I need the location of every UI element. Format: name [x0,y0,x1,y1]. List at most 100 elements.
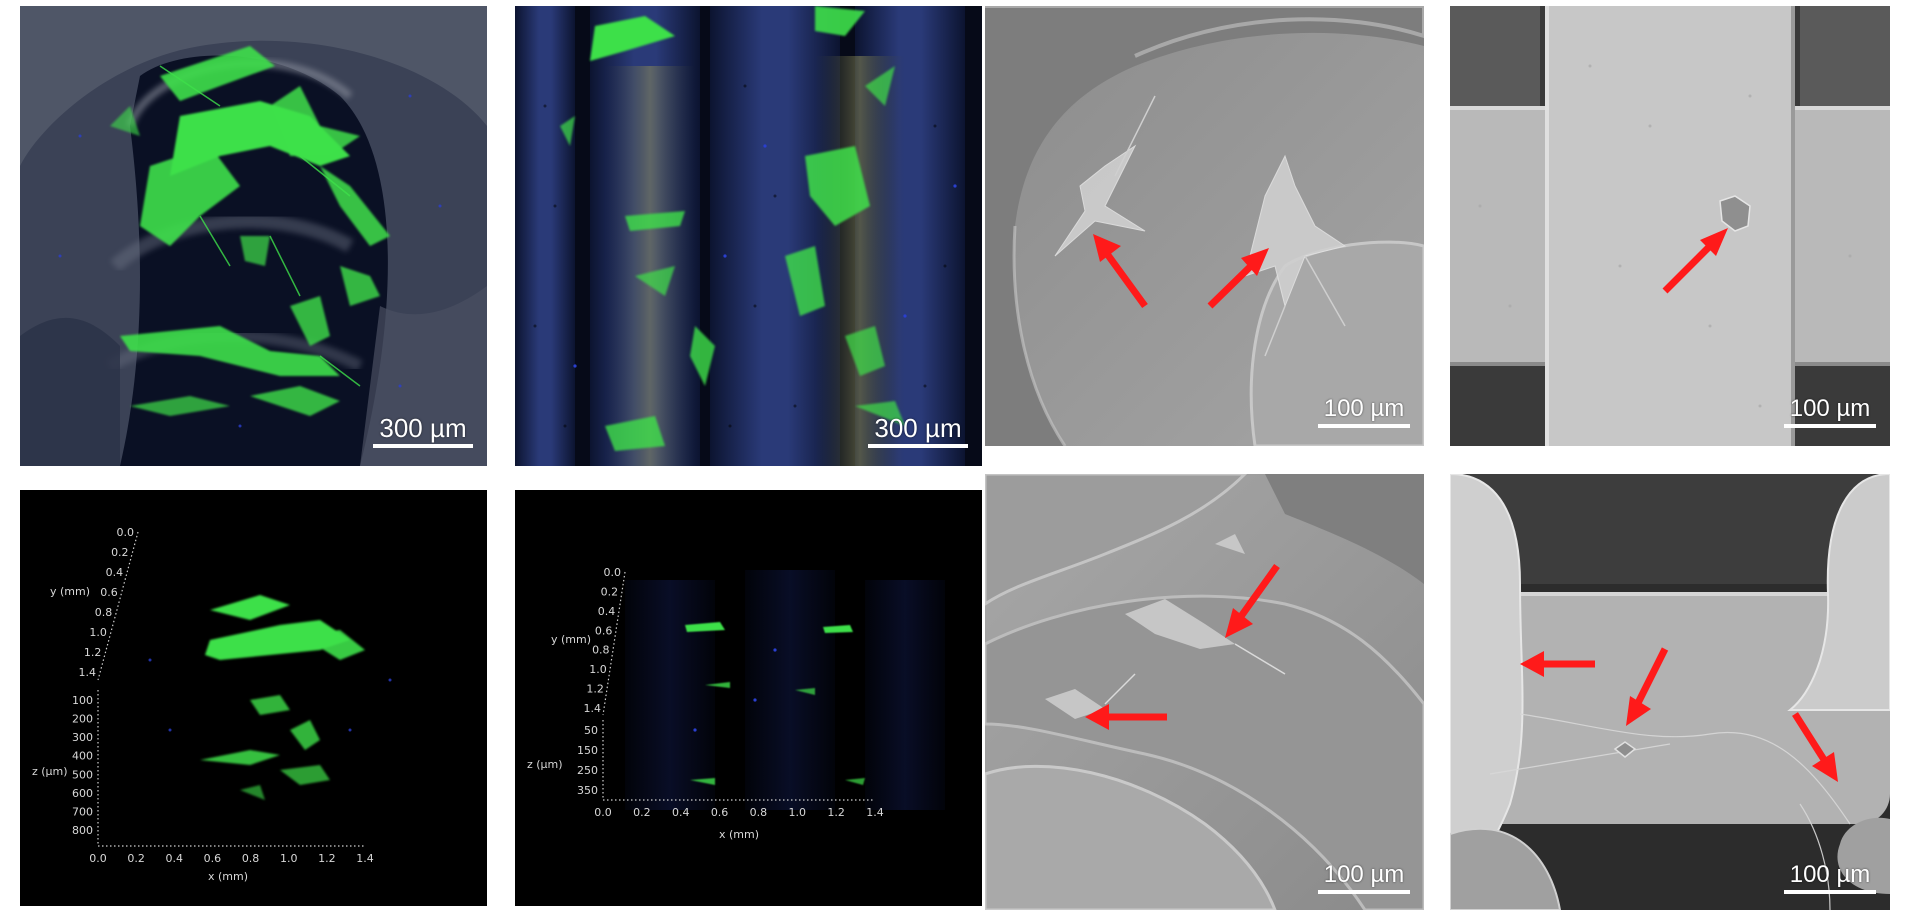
z-tick-label: 250 [577,764,598,777]
arrow-group-b1 [1093,234,1269,309]
scale-bar-label-b2: 100 µm [1789,395,1871,422]
confocal-top-view-panel-1: 300 µm [20,6,487,466]
scale-bar-label-d2: 100 µm [1789,861,1871,888]
confocal-3d-image-2: y (mm) z (µm) x (mm) 0.0 0.2 0.4 0.6 0.8 1.0 1… [515,490,982,906]
scale-bar-d1: 100 µm [1318,863,1410,894]
x-tick-label: 0.0 [89,852,107,865]
y-tick-label: 1.2 [84,646,102,659]
z-tick-label: 200 [72,713,93,726]
x-tick-label: 0.8 [242,852,259,865]
red-arrow-icon [1626,647,1669,726]
z-tick-label: 350 [577,784,598,797]
x-tick-label: 1.4 [356,852,374,865]
x-tick-labels-c1: 0.0 0.2 0.4 0.6 0.8 1.0 1.2 1.4 [89,852,374,865]
x-tick-label: 1.2 [318,852,336,865]
z-tick-label: 400 [72,750,93,763]
z-tick-label: 800 [72,824,93,837]
sem-panel-d1: 100 µm [985,474,1424,910]
arrow-group-d2 [1520,647,1838,782]
y-tick-label: 1.2 [586,683,604,696]
y-tick-label: 0.4 [598,605,616,618]
z-tick-label: 600 [72,787,93,800]
scale-bar-line-b2 [1784,424,1876,428]
x-tick-label: 1.2 [827,806,845,819]
scale-bar-a2: 300 µm [868,415,968,448]
x-tick-labels-c2: 0.0 0.2 0.4 0.6 0.8 1.0 1.2 1.4 [594,806,884,819]
x-tick-label: 1.0 [280,852,298,865]
red-arrow-icon [1225,563,1280,638]
x-tick-label: 0.4 [166,852,184,865]
confocal-image-2 [515,6,982,466]
x-tick-label: 0.8 [750,806,768,819]
confocal-3d-image-1: y (mm) z (µm) x (mm) 0.0 0.2 0.4 0.6 0.8 1.0 1… [20,490,487,906]
x-tick-label: 0.4 [672,806,690,819]
y-tick-label: 0.2 [111,546,129,559]
x-tick-label: 0.0 [594,806,612,819]
x-axis-label-c2: x (mm) [719,828,759,841]
y-tick-label: 1.0 [589,663,607,676]
scale-bar-line-d1 [1318,890,1410,894]
red-arrow-icon [1207,248,1269,309]
z-tick-label: 100 [72,694,93,707]
x-tick-label: 0.6 [204,852,222,865]
z-axis-label-c1: z (µm) [32,765,68,778]
confocal-3d-panel-2: y (mm) z (µm) x (mm) 0.0 0.2 0.4 0.6 0.8 1.0 1… [515,490,982,906]
y-tick-label: 0.8 [592,644,610,657]
z-tick-label: 50 [584,724,598,737]
scale-bar-b2: 100 µm [1784,397,1876,428]
x-tick-label: 0.2 [127,852,145,865]
sem-panel-d2: 100 µm [1450,474,1890,910]
red-arrow-icon [1792,712,1838,782]
scale-bar-line-d2 [1784,890,1876,894]
scale-bar-a1: 300 µm [373,415,473,448]
sem-panel-b1: 100 µm [985,6,1424,446]
y-tick-label: 1.4 [584,702,602,715]
y-tick-label: 0.2 [601,585,619,598]
red-arrow-icon [1085,704,1167,730]
y-axis-label-c1: y (mm) [50,585,90,598]
y-tick-label: 0.0 [117,526,135,539]
red-arrow-icon [1662,228,1728,294]
scale-bar-line-b1 [1318,424,1410,428]
scale-bar-label-a2: 300 µm [874,413,962,443]
z-tick-label: 150 [577,744,598,757]
scale-bar-label-a1: 300 µm [379,413,467,443]
y-axis-label-c2: y (mm) [551,633,591,646]
z-tick-label: 700 [72,805,93,818]
confocal-image-1 [20,6,487,466]
y-tick-labels-c1: 0.0 0.2 0.4 0.6 0.8 1.0 1.2 1.4 [79,526,135,679]
x-tick-label: 0.2 [633,806,651,819]
z-axis-label-c2: z (µm) [527,758,563,771]
y-tick-label: 0.4 [106,566,124,579]
scale-bar-label-d1: 100 µm [1323,861,1405,888]
y-tick-label: 0.0 [604,566,622,579]
red-arrow-icon [1093,234,1148,309]
x-tick-label: 0.6 [711,806,729,819]
x-axis-label-c1: x (mm) [208,870,248,883]
scale-bar-label-b1: 100 µm [1323,395,1405,422]
red-arrow-icon [1520,651,1595,677]
y-tick-label: 1.4 [79,666,97,679]
confocal-top-view-panel-2: 300 µm [515,6,982,466]
y-tick-label: 0.8 [95,606,113,619]
x-tick-label: 1.4 [866,806,884,819]
y-tick-label: 1.0 [89,626,107,639]
sem-image-d2 [1450,474,1890,910]
scale-bar-line-a2 [868,444,968,448]
arrow-group-d1 [1085,563,1280,730]
z-tick-label: 300 [72,731,93,744]
sem-image-b2 [1450,6,1890,446]
y-tick-label: 0.6 [100,586,118,599]
sem-image-d1 [985,474,1424,910]
scale-bar-d2: 100 µm [1784,863,1876,894]
confocal-3d-panel-1: y (mm) z (µm) x (mm) 0.0 0.2 0.4 0.6 0.8 1.0 1… [20,490,487,906]
sem-image-b1 [985,6,1424,446]
y-tick-labels-c2: 0.0 0.2 0.4 0.6 0.8 1.0 1.2 1.4 [584,566,622,715]
x-tick-label: 1.0 [789,806,807,819]
z-tick-label: 500 [72,768,93,781]
y-tick-label: 0.6 [595,624,613,637]
sem-panel-b2: 100 µm [1450,6,1890,446]
scale-bar-b1: 100 µm [1318,397,1410,428]
z-tick-labels-c2: 50 150 250 350 [577,724,598,797]
z-tick-labels-c1: 100 200 300 400 500 600 700 800 [72,694,93,837]
